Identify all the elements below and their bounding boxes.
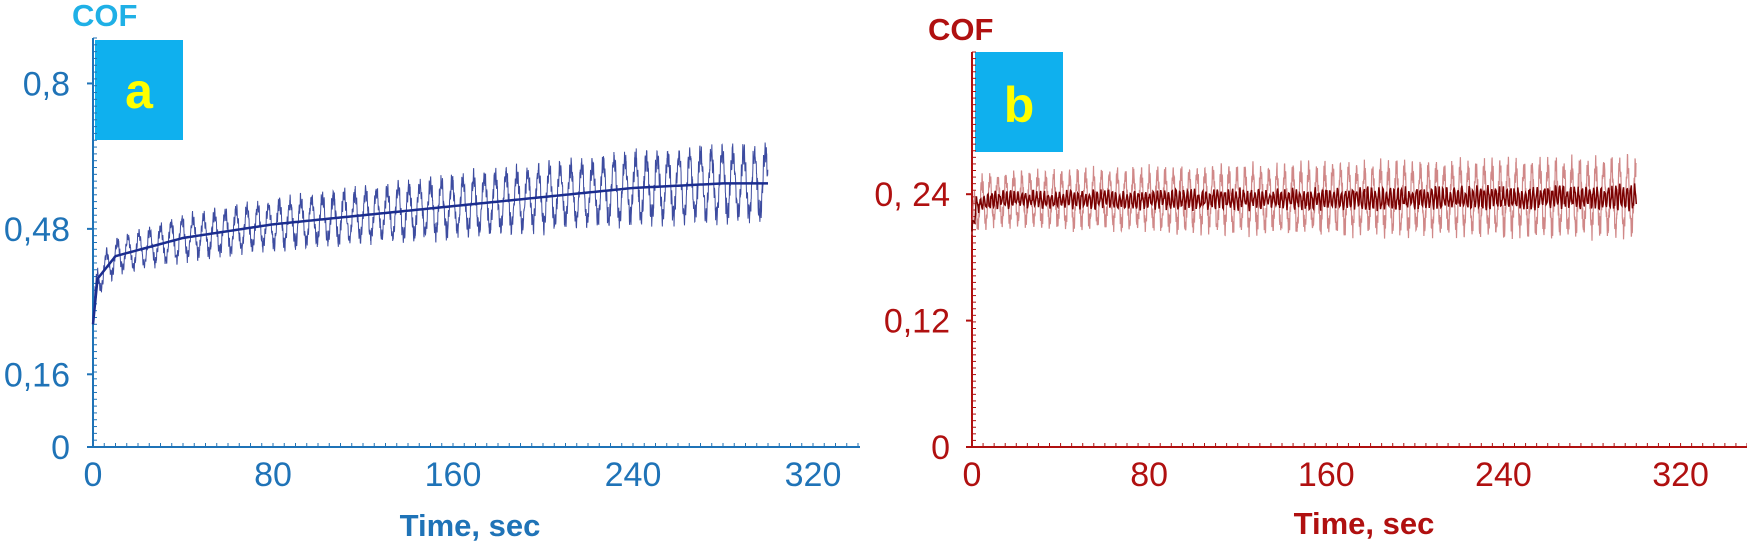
panel-b-plot-area: 0 0,12 0, 24 0 80 160 240 320 xyxy=(874,51,1747,494)
y-tick-label: 0,48 xyxy=(4,211,70,249)
series-mean-line xyxy=(91,182,768,325)
x-tick-label: 240 xyxy=(1475,456,1532,494)
y-tick-label: 0,8 xyxy=(23,65,70,103)
panel-b-letter: b xyxy=(1004,77,1035,133)
panel-a-y-axis-title: COF xyxy=(72,0,137,33)
y-tick-label: 0, 24 xyxy=(874,176,950,214)
y-tick-label: 0 xyxy=(931,429,950,467)
panel-a-x-axis-title: Time, sec xyxy=(400,508,541,542)
x-tick-label: 0 xyxy=(963,456,982,494)
x-tick-label: 160 xyxy=(425,456,482,494)
x-tick-label: 320 xyxy=(785,456,842,494)
x-tick-label: 80 xyxy=(1130,456,1168,494)
panel-a-letter: a xyxy=(125,63,154,119)
series-line xyxy=(92,142,769,325)
panel-a: a COF Time, sec 0 0,16 0,48 0,8 0 80 160 240 320 xyxy=(4,0,860,542)
panel-b-x-axis-title: Time, sec xyxy=(1294,506,1435,541)
series-line xyxy=(971,183,1638,232)
x-tick-label: 80 xyxy=(254,456,292,494)
x-tick-label: 320 xyxy=(1652,456,1709,494)
panel-b-badge xyxy=(975,52,1063,152)
panel-b: b COF Time, sec 0 0,12 0, 24 0 80 160 240 320 xyxy=(874,12,1747,541)
x-tick-label: 240 xyxy=(605,456,662,494)
panel-b-y-axis-title: COF xyxy=(928,12,993,47)
x-tick-label: 0 xyxy=(84,456,103,494)
x-tick-label: 160 xyxy=(1298,456,1355,494)
y-tick-label: 0 xyxy=(51,429,70,467)
y-tick-label: 0,12 xyxy=(884,303,950,341)
y-tick-label: 0,16 xyxy=(4,356,70,394)
panel-a-plot-area: 0 0,16 0,48 0,8 0 80 160 240 320 xyxy=(4,37,860,494)
panel-a-badge xyxy=(95,40,183,140)
